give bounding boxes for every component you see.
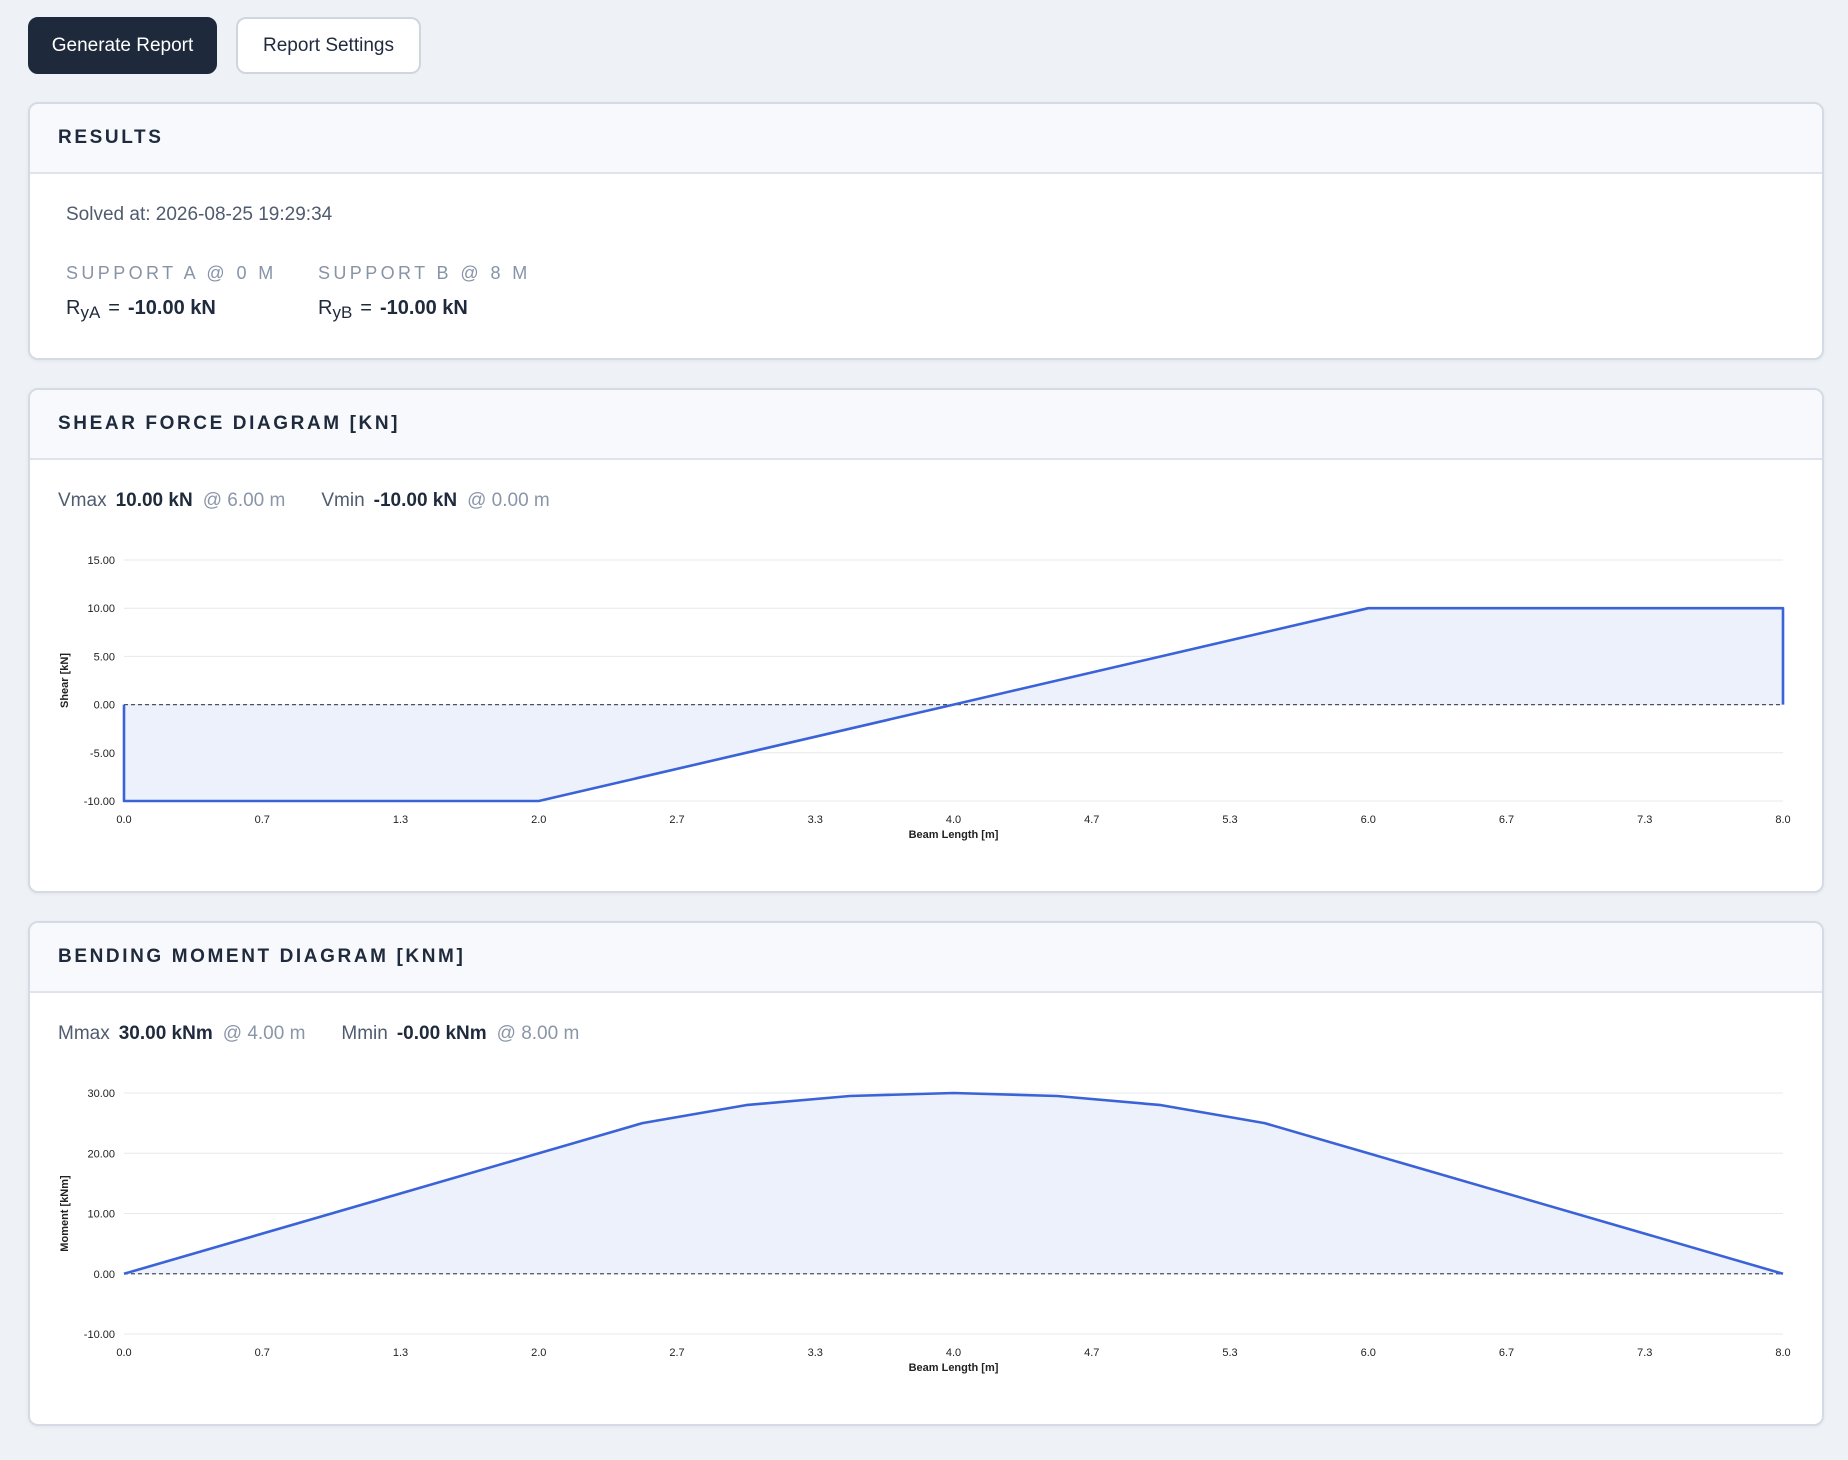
support-b-value: -10.00 kN xyxy=(379,297,468,319)
support-b-equals: = xyxy=(360,297,372,319)
moment-x-tick-label: 3.3 xyxy=(808,1347,823,1359)
shear-x-tick-label: 1.3 xyxy=(393,814,408,826)
moment-x-tick-label: 0.7 xyxy=(255,1347,270,1359)
moment-x-tick-label: 6.7 xyxy=(1499,1347,1514,1359)
shear-title: SHEAR FORCE DIAGRAM [KN] xyxy=(58,413,401,434)
moment-y-tick-label: 20.00 xyxy=(87,1148,115,1160)
moment-card: BENDING MOMENT DIAGRAM [KNM] Mmax 30.00 … xyxy=(28,921,1824,1426)
shear-x-tick-label: 6.7 xyxy=(1499,814,1514,826)
shear-x-tick-label: 2.7 xyxy=(669,814,684,826)
moment-x-tick-label: 5.3 xyxy=(1222,1347,1237,1359)
vmax-label: Vmax xyxy=(58,490,107,511)
shear-y-tick-label: -10.00 xyxy=(84,796,115,808)
shear-card: SHEAR FORCE DIAGRAM [KN] Vmax 10.00 kN @… xyxy=(28,388,1824,893)
toolbar: Generate Report Report Settings xyxy=(28,17,421,74)
moment-y-tick-label: 0.00 xyxy=(94,1269,115,1281)
support-a-symbol: RyA xyxy=(66,297,101,322)
vmin-label: Vmin xyxy=(321,490,365,511)
shear-x-tick-label: 7.3 xyxy=(1637,814,1652,826)
moment-series-line xyxy=(123,1091,1784,1276)
shear-x-tick-label: 2.0 xyxy=(531,814,546,826)
vmin-position: @ 0.00 m xyxy=(467,490,550,511)
shear-y-tick-label: 15.00 xyxy=(87,555,115,567)
shear-y-tick-label: 5.00 xyxy=(94,651,115,663)
moment-stats: Mmax 30.00 kNm @ 4.00 m Mmin -0.00 kNm @… xyxy=(58,1023,615,1045)
results-title: RESULTS xyxy=(58,127,164,148)
support-a-title: SUPPORT A @ 0 M xyxy=(66,263,277,283)
mmin-value: -0.00 kNm xyxy=(396,1023,487,1044)
shear-x-tick-label: 5.3 xyxy=(1222,814,1237,826)
shear-x-tick-label: 8.0 xyxy=(1775,814,1790,826)
shear-x-tick-label: 4.0 xyxy=(946,814,961,826)
shear-x-tick-label: 4.7 xyxy=(1084,814,1099,826)
mmin-label: Mmin xyxy=(341,1023,388,1044)
shear-y-axis-title: Shear [kN] xyxy=(59,653,71,708)
shear-series-line xyxy=(122,606,1785,803)
moment-x-tick-label: 2.7 xyxy=(669,1347,684,1359)
shear-chart: 15.00 10.00 5.00 0.00 -5.00 -10.000.0 0.7 1.3 2.… xyxy=(59,555,1791,841)
results-card: RESULTS Solved at: 2026-08-25 19:29:34 S… xyxy=(28,102,1824,360)
moment-y-tick-label: 30.00 xyxy=(87,1088,115,1100)
moment-x-tick-label: 8.0 xyxy=(1775,1347,1790,1359)
shear-x-tick-label: 3.3 xyxy=(808,814,823,826)
shear-x-tick-label: 0.0 xyxy=(116,814,131,826)
support-b-reaction: RyB = -10.00 kN xyxy=(318,297,531,323)
vmax-position: @ 6.00 m xyxy=(202,490,286,511)
moment-x-tick-label: 1.3 xyxy=(393,1347,408,1359)
shear-stats: Vmax 10.00 kN @ 6.00 m Vmin -10.00 kN @ … xyxy=(58,490,586,512)
report-settings-button[interactable]: Report Settings xyxy=(236,17,421,74)
mmax-position: @ 4.00 m xyxy=(222,1023,306,1044)
moment-x-tick-label: 2.0 xyxy=(531,1347,546,1359)
support-a-reaction: RyA = -10.00 kN xyxy=(66,297,277,323)
shear-x-axis-title: Beam Length [m] xyxy=(909,829,999,841)
moment-y-tick-label: -10.00 xyxy=(84,1329,115,1341)
moment-header: BENDING MOMENT DIAGRAM [KNM] xyxy=(30,923,1822,993)
shear-y-tick-label: 10.00 xyxy=(87,603,115,615)
support-a-value: -10.00 kN xyxy=(127,297,216,319)
support-a-equals: = xyxy=(108,297,120,319)
shear-header: SHEAR FORCE DIAGRAM [KN] xyxy=(30,390,1822,460)
shear-x-tick-label: 6.0 xyxy=(1361,814,1376,826)
mmax-label: Mmax xyxy=(58,1023,110,1044)
results-header: RESULTS xyxy=(30,104,1822,174)
support-a: SUPPORT A @ 0 M RyA = -10.00 kN xyxy=(66,263,277,323)
mmax-value: 30.00 kNm xyxy=(118,1023,213,1044)
moment-x-tick-label: 4.7 xyxy=(1084,1347,1099,1359)
generate-report-button[interactable]: Generate Report xyxy=(28,17,217,74)
moment-x-axis-title: Beam Length [m] xyxy=(909,1362,999,1374)
moment-title: BENDING MOMENT DIAGRAM [KNM] xyxy=(58,946,466,967)
moment-chart: 30.00 20.00 10.00 0.00 -10.000.0 0.7 1.3 2.0 2.7… xyxy=(59,1088,1791,1374)
moment-y-axis-title: Moment [kNm] xyxy=(59,1175,71,1252)
moment-y-tick-label: 10.00 xyxy=(87,1209,115,1221)
shear-y-tick-label: 0.00 xyxy=(94,700,115,712)
moment-x-tick-label: 6.0 xyxy=(1361,1347,1376,1359)
support-b: SUPPORT B @ 8 M RyB = -10.00 kN xyxy=(318,263,531,323)
moment-x-tick-label: 4.0 xyxy=(946,1347,961,1359)
vmax-value: 10.00 kN xyxy=(115,490,193,511)
mmin-position: @ 8.00 m xyxy=(496,1023,580,1044)
support-b-symbol: RyB xyxy=(318,297,353,322)
solved-at-text: Solved at: 2026-08-25 19:29:34 xyxy=(66,204,333,225)
shear-x-tick-label: 0.7 xyxy=(255,814,270,826)
vmin-value: -10.00 kN xyxy=(373,490,458,511)
moment-area-fill xyxy=(124,1093,1783,1274)
moment-x-tick-label: 0.0 xyxy=(116,1347,131,1359)
moment-x-tick-label: 7.3 xyxy=(1637,1347,1652,1359)
support-b-title: SUPPORT B @ 8 M xyxy=(318,263,531,283)
shear-y-tick-label: -5.00 xyxy=(90,748,115,760)
